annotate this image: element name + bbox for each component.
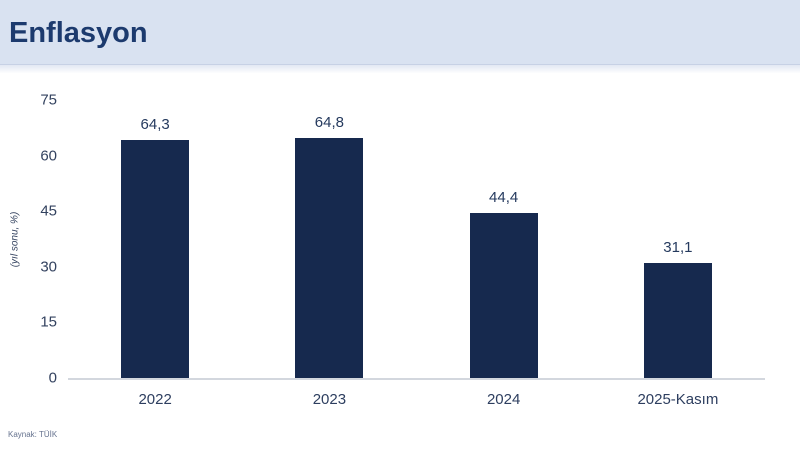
x-tick-label: 2022 [138, 391, 172, 408]
bar-group: 44,4 2024 [417, 100, 591, 408]
bar [643, 262, 712, 378]
y-tick-label: 30 [40, 258, 57, 276]
y-tick-label: 60 [40, 147, 57, 165]
bar [121, 139, 190, 378]
plot-area: 64,3 2022 64,8 2023 44,4 2024 31,1 2025-Kasım [68, 100, 765, 408]
source-note: Kaynak: TÜİK [8, 430, 58, 439]
bar-value-label: 31,1 [663, 238, 693, 256]
bar-value-label: 64,3 [140, 115, 170, 133]
bar-group: 64,8 2023 [242, 100, 416, 408]
y-tick-label: 75 [40, 91, 57, 109]
x-tick-label: 2025-Kasım [637, 391, 719, 408]
header-divider [0, 65, 800, 73]
header-band: Enflasyon [0, 0, 800, 65]
x-tick-label: 2023 [312, 391, 347, 408]
bar [469, 213, 538, 378]
bar-group: 31,1 2025-Kasım [591, 100, 765, 408]
bar [295, 137, 364, 378]
page-title: Enflasyon [9, 17, 148, 49]
y-tick-label: 0 [48, 369, 57, 387]
x-tick-label: 2024 [486, 391, 521, 408]
y-tick-label: 45 [40, 202, 57, 220]
y-axis: 0 15 30 45 60 75 [0, 92, 57, 387]
bar-value-label: 44,4 [489, 189, 519, 207]
y-tick-label: 15 [40, 313, 57, 331]
bar-group: 64,3 2022 [68, 100, 242, 408]
bar-value-label: 64,8 [314, 113, 344, 131]
